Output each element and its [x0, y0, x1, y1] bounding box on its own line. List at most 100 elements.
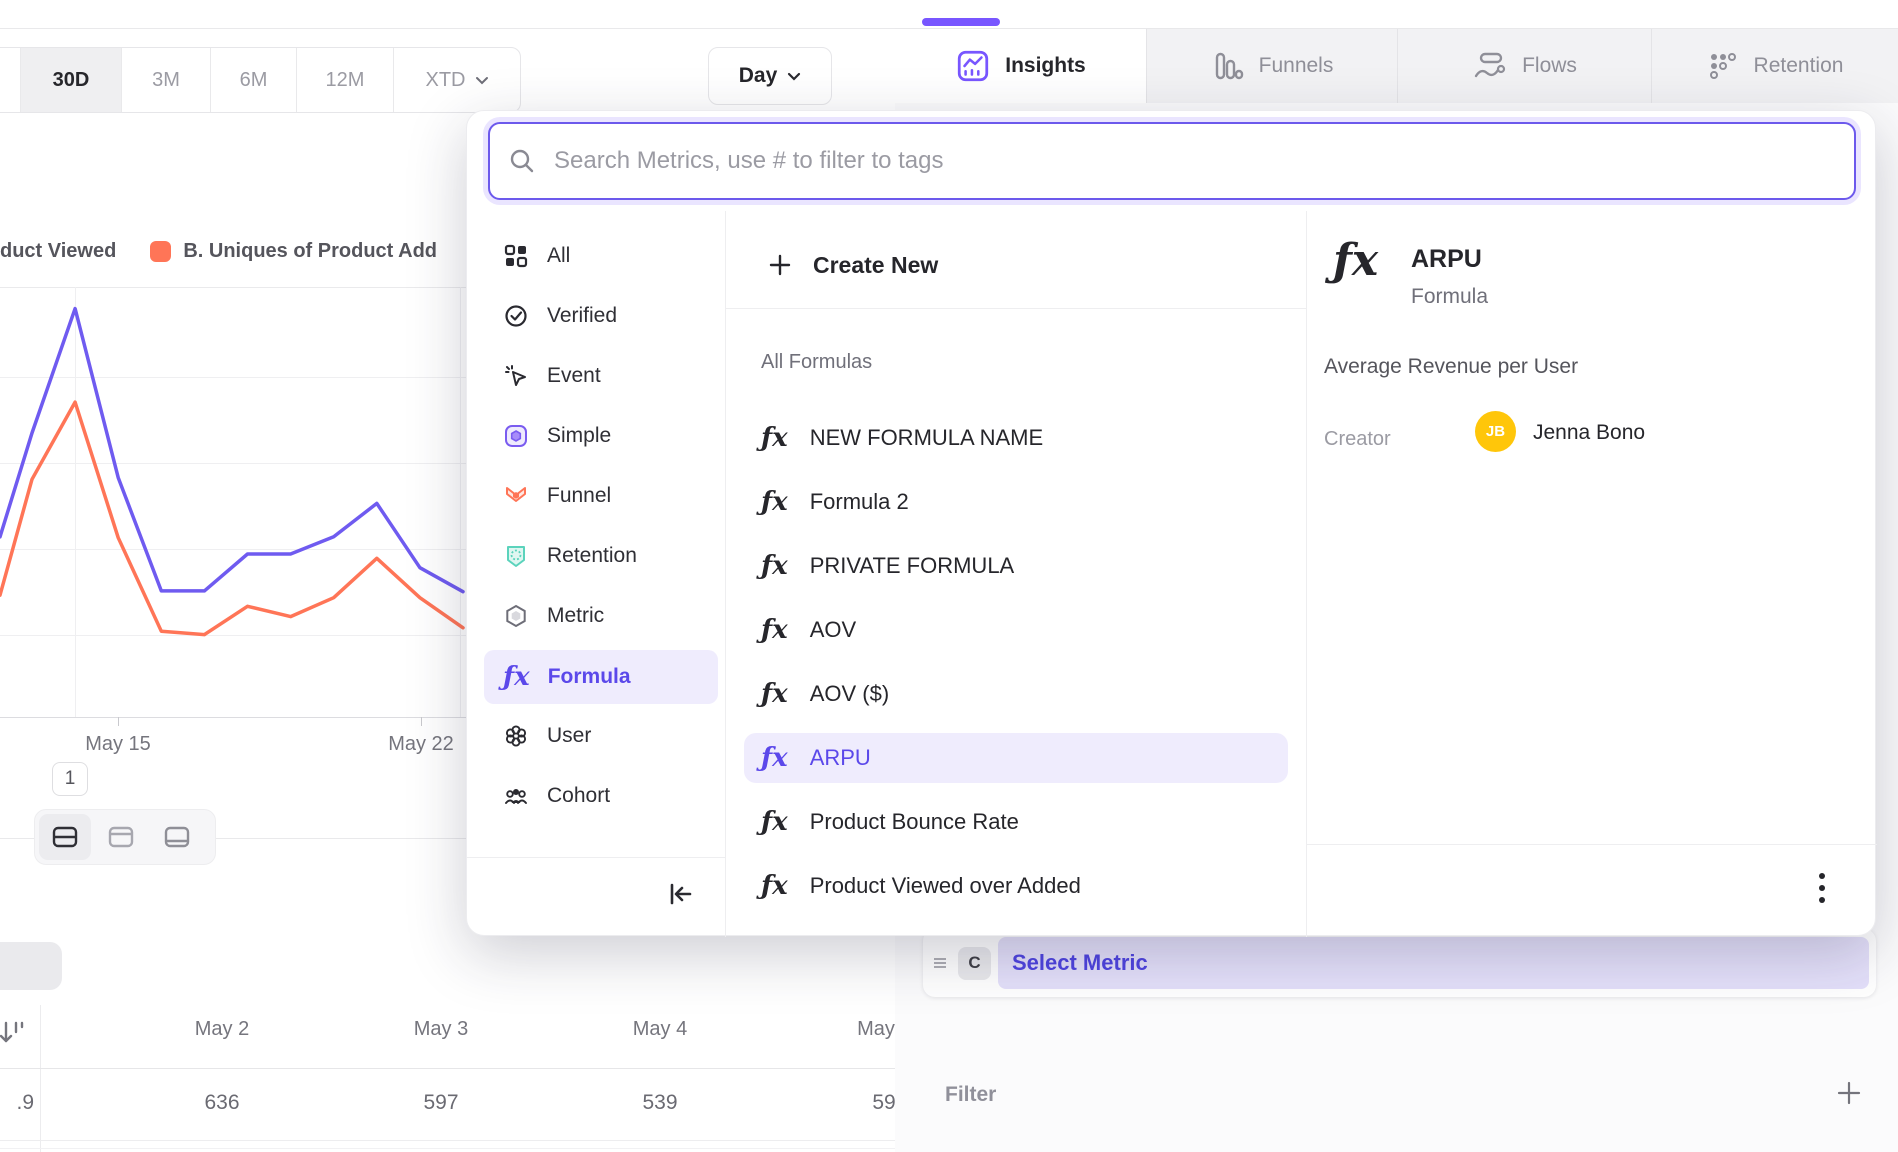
formula-name: Product Bounce Rate [809, 809, 1019, 834]
collapse-sidebar-button[interactable] [663, 877, 697, 916]
retention-badge-icon [507, 546, 525, 567]
date-range-30d[interactable]: 30D [21, 48, 122, 112]
x-tick [118, 717, 119, 726]
create-new-divider [725, 308, 1306, 309]
category-verified[interactable]: Verified [484, 292, 718, 340]
category-label: User [547, 724, 592, 747]
category-event[interactable]: Event [484, 352, 718, 400]
date-range-6m[interactable]: 6M [211, 48, 297, 112]
table-cell: 636 [204, 1091, 240, 1114]
formula-item-selected[interactable]: ƒx ARPU [744, 733, 1288, 783]
select-metric-button[interactable]: Select Metric [998, 937, 1869, 989]
search-icon [510, 149, 534, 173]
funnel-icon [506, 487, 526, 502]
formula-fx-icon: ƒx [761, 551, 788, 581]
cohort-people-icon [505, 789, 527, 804]
grid-icon [504, 244, 528, 268]
insights-icon [958, 50, 989, 82]
category-funnel[interactable]: Funnel [484, 472, 718, 520]
formula-item[interactable]: ƒx PRIVATE FORMULA [744, 541, 1288, 591]
formula-item[interactable]: ƒx NEW FORMULA NAME [744, 413, 1288, 463]
category-label: Cohort [547, 784, 611, 807]
category-user[interactable]: User [484, 712, 718, 760]
sidebar-footer-divider [467, 857, 725, 858]
flows-icon [1474, 52, 1506, 78]
formula-fx-icon: ƒx [761, 487, 788, 517]
tab-insights[interactable]: Insights [895, 29, 1147, 103]
tab-retention[interactable]: Retention [1652, 29, 1897, 103]
tab-funnels-label: Funnels [1258, 54, 1334, 77]
x-tick [421, 717, 422, 726]
date-range-xtd[interactable]: XTD [394, 48, 520, 112]
metric-hexagon-icon [506, 604, 526, 628]
layout-split-button[interactable] [39, 814, 91, 860]
category-label: Retention [547, 544, 637, 567]
table-header-may4[interactable]: May 4 [632, 1018, 688, 1040]
gridline [0, 463, 895, 464]
formula-name: Formula 2 [809, 489, 909, 514]
layout-toggle-group [34, 809, 216, 865]
metric-search-input[interactable] [552, 146, 1836, 176]
date-range-xtd-label: XTD [425, 68, 466, 91]
more-options-button[interactable] [1802, 866, 1842, 910]
add-filter-button[interactable] [1834, 1078, 1864, 1113]
formula-name: ARPU [809, 745, 871, 770]
user-flower-icon [505, 725, 527, 747]
tab-funnels[interactable]: Funnels [1147, 29, 1398, 103]
formula-item[interactable]: ƒx Product Bounce Rate [744, 797, 1288, 847]
table-header-may3[interactable]: May 3 [413, 1018, 469, 1040]
formula-name: NEW FORMULA NAME [809, 425, 1044, 450]
category-cohort[interactable]: Cohort [484, 772, 718, 820]
date-range-12m[interactable]: 12M [297, 48, 394, 112]
date-range-3m[interactable]: 3M [122, 48, 211, 112]
legend-item-b-label[interactable]: B. Uniques of Product Add [183, 239, 438, 262]
formula-fx-icon: ƒx [503, 662, 530, 692]
layout-table-only-button[interactable] [151, 814, 203, 860]
granularity-label: Day [738, 64, 778, 87]
sort-descending-icon[interactable] [0, 1018, 26, 1053]
formula-name: PRIVATE FORMULA [809, 553, 1015, 578]
series-chip-partial[interactable] [0, 942, 62, 990]
pagination-page-1[interactable]: 1 [52, 762, 88, 796]
formula-fx-icon: ƒx [761, 423, 788, 453]
formula-fx-icon: ƒx [761, 679, 788, 709]
drag-handle-icon[interactable] [932, 955, 948, 971]
plot-top-border [0, 287, 895, 288]
formula-item[interactable]: ƒx Product Viewed over Added [744, 861, 1288, 911]
section-divider [0, 838, 895, 839]
legend-swatch-b [150, 240, 172, 262]
layout-top-panel-icon [108, 826, 134, 848]
legend-item-a-label[interactable]: duct Viewed [0, 239, 117, 262]
formula-item[interactable]: ƒx Formula 2 [744, 477, 1288, 527]
date-range-partial-segment[interactable] [0, 48, 21, 112]
tab-flows[interactable]: Flows [1398, 29, 1652, 103]
category-formula[interactable]: ƒx Formula [484, 650, 718, 704]
event-cursor-icon [505, 365, 526, 386]
table-header-may5-partial[interactable]: May [857, 1018, 895, 1040]
table-row-label-partial: .9 [16, 1091, 34, 1114]
line-chart-plot[interactable] [0, 287, 895, 718]
formula-fx-icon-large: ƒx [1333, 235, 1379, 286]
category-all[interactable]: All [484, 232, 718, 280]
modal-column-divider [1306, 211, 1307, 937]
table-header-may2[interactable]: May 2 [194, 1018, 250, 1040]
create-new-button[interactable]: Create New [767, 241, 938, 289]
table-label-column-divider [40, 1005, 41, 1152]
filter-section-label: Filter [945, 1083, 997, 1106]
granularity-dropdown[interactable]: Day [708, 47, 832, 105]
layout-chart-only-button[interactable] [95, 814, 147, 860]
formula-item[interactable]: ƒx AOV ($) [744, 669, 1288, 719]
category-retention[interactable]: Retention [484, 532, 718, 580]
formula-item[interactable]: ƒx AOV [744, 605, 1288, 655]
detail-creator-name: Jenna Bono [1533, 421, 1646, 444]
category-metric[interactable]: Metric [484, 592, 718, 640]
category-label: Formula [547, 665, 631, 688]
table-row-border [0, 1140, 895, 1141]
metric-picker-modal: All Verified Event Simple [466, 110, 1877, 937]
category-label: Funnel [547, 484, 612, 507]
funnels-icon [1215, 52, 1243, 80]
x-tick-label: May 22 [388, 733, 454, 755]
category-simple[interactable]: Simple [484, 412, 718, 460]
category-label: Verified [547, 304, 618, 327]
